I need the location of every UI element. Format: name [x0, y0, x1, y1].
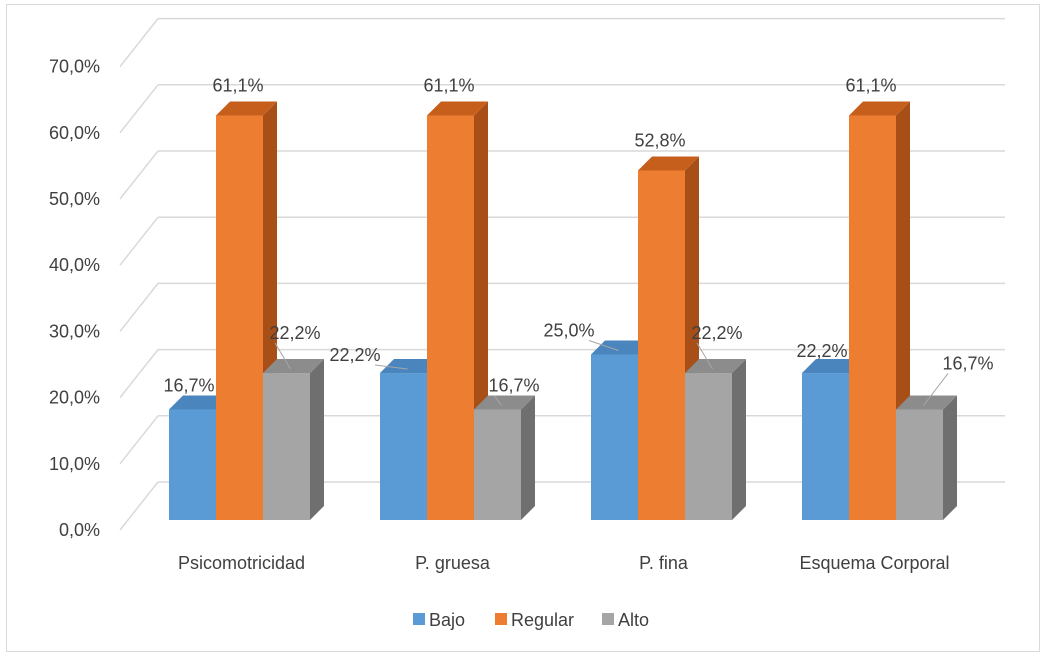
legend-label-alto: Alto: [618, 610, 649, 630]
gridline-depth: [119, 150, 159, 200]
bar-regular-p-gruesa-top: [427, 101, 488, 116]
legend-swatch-alto: [602, 613, 614, 625]
bar-alto-p-gruesa-top: [474, 395, 535, 410]
bar-regular-p-fina-top: [638, 156, 699, 171]
data-label-bajo-psicomotricidad: 16,7%: [163, 375, 214, 395]
bar-alto-esquema-corporal: [896, 395, 957, 520]
y-tick-label: 40,0%: [49, 255, 100, 275]
bar-regular-psicomotricidad-top: [216, 101, 277, 116]
bar-alto-esquema-corporal-front: [896, 409, 943, 520]
legend-swatch-regular: [495, 613, 507, 625]
bar-alto-psicomotricidad: [263, 359, 324, 520]
data-label-alto-p-fina-leader: [696, 342, 713, 370]
gridline-depth: [119, 415, 159, 465]
bar-alto-p-fina-side: [732, 359, 746, 520]
bar-alto-psicomotricidad-front: [263, 373, 310, 520]
data-label-regular-psicomotricidad: 61,1%: [212, 76, 263, 96]
category-label-p-gruesa: P. gruesa: [415, 553, 491, 573]
bar-alto-p-fina: [685, 359, 746, 520]
legend-item-alto: Alto: [602, 610, 649, 630]
gridline-depth: [119, 216, 159, 266]
bar-alto-p-fina-front: [685, 373, 732, 520]
data-labels: 16,7% 61,1% 22,2% 22,2% 61,1% 16,7% 25,0% 52,8%…: [163, 76, 994, 406]
gridline-depth: [119, 84, 159, 134]
data-label-alto-p-gruesa-leader: [493, 395, 502, 406]
bar-alto-esquema-corporal-top: [896, 395, 957, 410]
category-label-esquema-corporal: Esquema Corporal: [799, 553, 949, 573]
y-tick-label: 0,0%: [59, 520, 100, 540]
gridline-depth: [119, 349, 159, 399]
bar-regular-esquema-corporal-front: [849, 115, 896, 520]
bar-bajo-esquema-corporal-top: [802, 359, 863, 374]
data-label-bajo-p-fina: 25,0%: [543, 321, 594, 341]
bar-bajo-esquema-corporal-front: [802, 373, 849, 520]
bar-alto-p-gruesa: [474, 395, 535, 520]
y-tick-label: 50,0%: [49, 189, 100, 209]
bar-bajo-p-gruesa-front: [380, 373, 427, 520]
bar-regular-psicomotricidad-front: [216, 115, 263, 520]
bar-alto-psicomotricidad-top: [263, 359, 324, 374]
gridline-depth: [119, 282, 159, 332]
y-tick-label: 60,0%: [49, 123, 100, 143]
legend-item-bajo: Bajo: [413, 610, 465, 630]
data-label-bajo-p-fina-leader: [588, 340, 619, 351]
gridline-depth: [119, 481, 159, 531]
bar-bajo-p-fina-front: [591, 354, 638, 520]
data-label-alto-esquema-corporal-leader: [923, 373, 949, 406]
bar-bajo-p-gruesa-top: [380, 359, 441, 374]
legend: Bajo Regular Alto: [413, 610, 649, 630]
bar-bajo-p-fina-top: [591, 340, 652, 355]
bars: [169, 101, 957, 521]
y-tick-label: 10,0%: [49, 454, 100, 474]
data-label-alto-p-fina: 22,2%: [691, 323, 742, 343]
data-label-regular-esquema-corporal: 61,1%: [845, 76, 896, 96]
legend-label-regular: Regular: [511, 610, 574, 630]
legend-item-regular: Regular: [495, 610, 574, 630]
bar-alto-p-fina-top: [685, 359, 746, 374]
data-label-regular-p-fina: 52,8%: [634, 130, 685, 150]
bar-regular-p-gruesa-front: [427, 115, 474, 520]
data-label-bajo-p-gruesa: 22,2%: [329, 345, 380, 365]
data-label-bajo-esquema-corporal: 22,2%: [796, 341, 847, 361]
bar-regular-psicomotricidad: [216, 101, 277, 520]
data-label-regular-p-gruesa: 61,1%: [423, 76, 474, 96]
bar-alto-p-gruesa-side: [521, 395, 535, 520]
data-label-alto-p-gruesa: 16,7%: [488, 375, 539, 395]
category-label-p-fina: P. fina: [639, 553, 689, 573]
data-label-alto-psicomotricidad-leader: [274, 342, 291, 370]
bar-alto-p-gruesa-front: [474, 409, 521, 520]
y-tick-label: 30,0%: [49, 321, 100, 341]
bar-bajo-psicomotricidad-front: [169, 409, 216, 520]
bar-bajo-psicomotricidad-top: [169, 395, 230, 410]
y-tick-label: 20,0%: [49, 388, 100, 408]
y-tick-label: 70,0%: [49, 57, 100, 77]
data-label-bajo-p-gruesa-leader: [374, 364, 408, 370]
bar-regular-p-fina-front: [638, 170, 685, 521]
legend-swatch-bajo: [413, 613, 425, 625]
legend-label-bajo: Bajo: [429, 610, 465, 630]
y-axis-ticks: 0,0% 10,0% 20,0% 30,0% 40,0% 50,0% 60,0% 70,0%: [49, 57, 100, 540]
bar-alto-psicomotricidad-side: [310, 359, 324, 520]
x-axis-categories: Psicomotricidad P. gruesa P. fina Esquema C…: [178, 553, 950, 573]
data-label-alto-psicomotricidad: 22,2%: [269, 323, 320, 343]
bar-regular-esquema-corporal-top: [849, 101, 910, 116]
data-label-alto-esquema-corporal: 16,7%: [942, 353, 993, 373]
category-label-psicomotricidad: Psicomotricidad: [178, 553, 305, 573]
gridline-depth: [119, 18, 159, 68]
bar-alto-esquema-corporal-side: [943, 395, 957, 520]
